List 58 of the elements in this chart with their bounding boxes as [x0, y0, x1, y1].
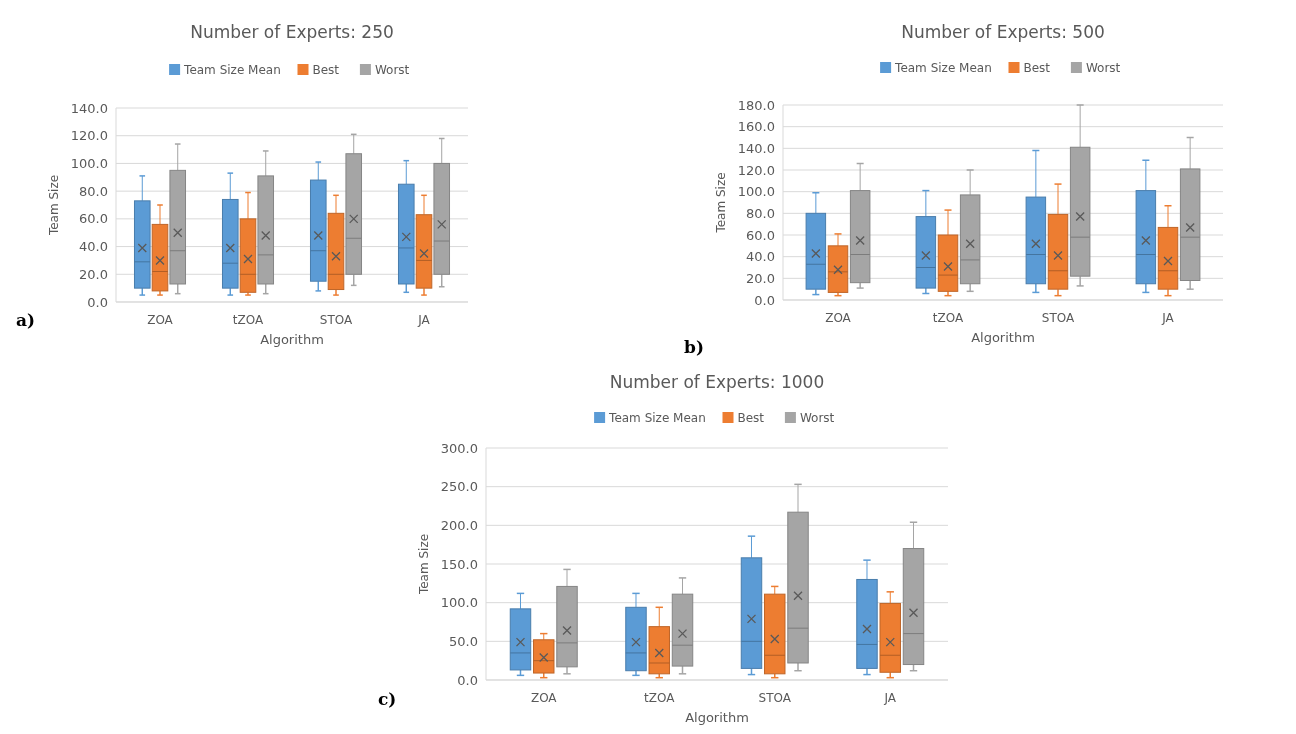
- y-tick-label: 0.0: [87, 294, 108, 310]
- y-tick-label: 300.0: [440, 440, 478, 456]
- y-tick-label: 0.0: [754, 292, 775, 308]
- y-tick-label: 180.0: [737, 97, 775, 113]
- y-axis-title: Team Size: [714, 172, 728, 234]
- x-tick-label: JA: [1161, 311, 1175, 325]
- legend-label: Worst: [374, 63, 410, 77]
- y-tick-label: 60.0: [79, 211, 108, 227]
- legend-label: Worst: [799, 411, 835, 425]
- x-tick-label: ZOA: [147, 313, 174, 327]
- y-tick-label: 20.0: [746, 270, 775, 286]
- y-tick-label: 80.0: [746, 205, 775, 221]
- y-tick-label: 0.0: [457, 672, 478, 688]
- x-tick-label: tZOA: [932, 311, 964, 325]
- x-tick-label: tZOA: [232, 313, 264, 327]
- legend-label: Best: [312, 63, 340, 77]
- x-axis-title: Algorithm: [971, 330, 1035, 345]
- y-tick-label: 250.0: [440, 479, 478, 495]
- y-tick-label: 20.0: [79, 266, 108, 282]
- x-tick-label: STOA: [319, 313, 353, 327]
- y-tick-label: 100.0: [440, 595, 478, 611]
- x-tick-label: tZOA: [644, 691, 676, 705]
- y-axis-title: Team Size: [417, 533, 431, 596]
- legend-label: Team Size Mean: [894, 61, 992, 75]
- x-tick-label: JA: [883, 691, 897, 705]
- y-tick-label: 60.0: [746, 227, 775, 243]
- chart-title: Number of Experts: 250: [190, 22, 394, 42]
- chart-title: Number of Experts: 1000: [609, 372, 825, 392]
- y-tick-label: 100.0: [70, 155, 108, 171]
- x-tick-label: STOA: [758, 691, 792, 705]
- y-tick-label: 120.0: [737, 162, 775, 178]
- chart-title: Number of Experts: 500: [901, 22, 1105, 42]
- text: c): [378, 689, 397, 709]
- x-tick-label: JA: [417, 313, 431, 327]
- x-axis-title: Algorithm: [260, 332, 324, 347]
- legend-label: Team Size Mean: [608, 411, 706, 425]
- y-tick-label: 40.0: [79, 239, 108, 255]
- y-axis-title: Team Size: [47, 174, 61, 237]
- text: b): [684, 337, 704, 357]
- x-axis-title: Algorithm: [685, 710, 749, 725]
- y-tick-label: 140.0: [70, 100, 108, 116]
- x-tick-label: STOA: [1041, 311, 1075, 325]
- y-tick-label: 40.0: [746, 249, 775, 265]
- legend-label: Team Size Mean: [183, 63, 281, 77]
- y-tick-label: 200.0: [440, 517, 478, 533]
- legend-label: Best: [737, 411, 765, 425]
- text: a): [16, 310, 36, 330]
- legend-label: Worst: [1085, 61, 1121, 75]
- x-tick-label: ZOA: [825, 311, 852, 325]
- y-tick-label: 80.0: [79, 183, 108, 199]
- x-tick-label: ZOA: [530, 691, 558, 705]
- y-tick-label: 100.0: [737, 184, 775, 200]
- y-tick-label: 150.0: [440, 556, 478, 572]
- y-tick-label: 120.0: [70, 128, 108, 144]
- y-tick-label: 140.0: [737, 140, 775, 156]
- y-tick-label: 160.0: [737, 119, 775, 135]
- legend-label: Best: [1023, 61, 1051, 75]
- y-tick-label: 50.0: [449, 633, 478, 649]
